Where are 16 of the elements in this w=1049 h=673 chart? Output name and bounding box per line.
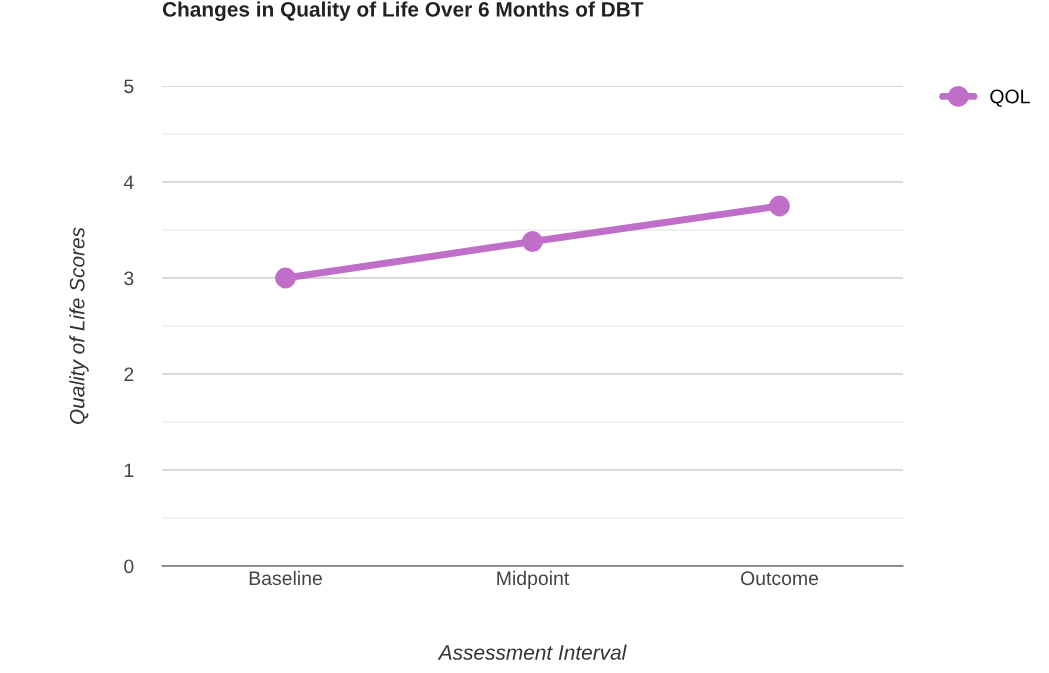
y-tick-label: 0 <box>124 559 134 574</box>
y-tick-label: 4 <box>123 175 134 190</box>
y-tick-label: 5 <box>124 79 134 94</box>
x-axis-title: Assessment Interval <box>437 644 627 660</box>
x-tick-label: Outcome <box>740 571 819 586</box>
y-axis-title: Quality of Life Scores <box>69 227 89 424</box>
y-tick-label: 1 <box>124 463 134 478</box>
y-tick-label: 3 <box>124 271 134 286</box>
x-tick-label: Midpoint <box>497 570 570 589</box>
legend-label: QOL <box>990 89 1030 107</box>
y-tick-label: 2 <box>124 367 134 382</box>
point <box>522 231 543 252</box>
x-tick-label: Baseline <box>249 570 322 586</box>
point <box>769 195 790 217</box>
point <box>275 267 296 289</box>
chart-title: Changes in Quality of Life Over 6 Months of DBT <box>162 1 644 21</box>
